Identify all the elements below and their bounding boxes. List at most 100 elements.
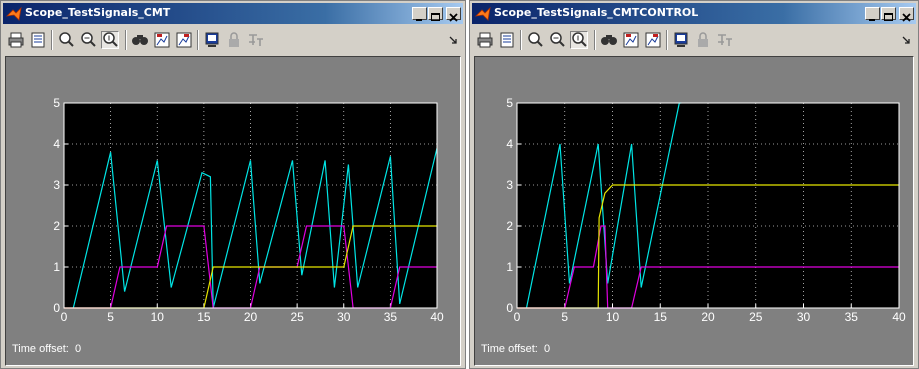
title-bar[interactable]: Scope_TestSignals_CMTCONTROL	[472, 3, 916, 24]
signal-selection-icon	[718, 34, 732, 46]
window-title: Scope_TestSignals_CMT	[25, 6, 171, 19]
y-tick-label: 4	[53, 137, 60, 151]
maximize-button[interactable]	[881, 7, 896, 21]
toolbar	[472, 26, 916, 54]
x-tick-label: 30	[797, 310, 811, 324]
minimize-button[interactable]	[412, 7, 427, 21]
x-tick-label: 35	[384, 310, 398, 324]
zoom-button[interactable]	[57, 31, 75, 49]
y-tick-label: 5	[506, 96, 513, 110]
print-button[interactable]	[476, 31, 494, 49]
scope-plot[interactable]: 0 5 10 15 20 25 30 35 40 0 1 2 3 4 5	[475, 57, 917, 369]
toolbar	[3, 26, 463, 54]
time-offset-value: 0	[543, 343, 551, 355]
close-button[interactable]	[899, 7, 914, 22]
save-axes-button[interactable]	[153, 31, 171, 49]
series-line-cyan	[72, 147, 438, 309]
axes-border	[63, 102, 438, 309]
toolbar-separator	[594, 30, 596, 50]
signal-selection-icon	[249, 34, 263, 46]
restore-axes-icon	[176, 32, 192, 48]
zoom-y-icon	[572, 32, 587, 47]
save-axes-button[interactable]	[622, 31, 640, 49]
y-tick-label: 2	[506, 219, 513, 233]
time-offset-readout: Time offset: 0	[481, 343, 550, 355]
zoom-x-icon	[81, 32, 96, 47]
parameters-button[interactable]	[29, 31, 47, 49]
close-icon	[902, 13, 911, 22]
x-tick-label: 15	[197, 310, 211, 324]
time-offset-readout: Time offset: 0	[12, 343, 81, 355]
maximize-icon	[884, 13, 893, 21]
toolbar-separator	[125, 30, 127, 50]
dock-arrow-icon	[902, 36, 910, 44]
x-tick-label: 5	[107, 310, 114, 324]
toolbar-separator	[520, 30, 522, 50]
scope-window-cmt: Scope_TestSignals_CMT	[0, 0, 466, 369]
floating-scope-button[interactable]	[203, 31, 221, 49]
y-tick-label: 0	[506, 301, 513, 315]
close-icon	[449, 13, 458, 22]
x-tick-label: 40	[892, 310, 906, 324]
lock-axes-icon	[698, 32, 708, 47]
x-tick-label: 25	[749, 310, 763, 324]
time-offset-value: 0	[74, 343, 82, 355]
parameters-button[interactable]	[498, 31, 516, 49]
toolbar-separator	[666, 30, 668, 50]
parameters-icon	[500, 32, 514, 48]
autoscale-icon	[132, 35, 148, 45]
x-tick-label: 20	[244, 310, 258, 324]
toolbar-separator	[197, 30, 199, 50]
signal-selection-button[interactable]	[247, 31, 265, 49]
x-tick-label: 10	[606, 310, 620, 324]
matlab-icon	[475, 6, 491, 21]
maximize-button[interactable]	[428, 7, 443, 21]
scope-plot[interactable]: 0 5 10 15 20 25 30 35 40 0 1 2 3 4 5	[6, 57, 464, 369]
scope-window-cmtcontrol: Scope_TestSignals_CMTCONTROL	[469, 0, 919, 369]
zoom-y-button[interactable]	[101, 31, 119, 49]
lock-axes-button[interactable]	[225, 31, 243, 49]
close-button[interactable]	[446, 7, 461, 22]
lock-axes-button[interactable]	[694, 31, 712, 49]
x-tick-label: 5	[561, 310, 568, 324]
x-tick-label: 20	[701, 310, 715, 324]
floating-scope-icon	[674, 32, 688, 47]
x-tick-label: 15	[654, 310, 668, 324]
autoscale-button[interactable]	[600, 31, 618, 49]
lock-axes-icon	[229, 32, 239, 47]
y-tick-label: 2	[53, 219, 60, 233]
title-bar[interactable]: Scope_TestSignals_CMT	[3, 3, 463, 24]
restore-axes-button[interactable]	[644, 31, 662, 49]
y-tick-label: 4	[506, 137, 513, 151]
restore-axes-icon	[645, 32, 661, 48]
zoom-x-button[interactable]	[79, 31, 97, 49]
time-offset-label: Time offset:	[481, 343, 538, 355]
matlab-icon	[6, 6, 22, 21]
minimize-icon	[416, 19, 422, 21]
autoscale-button[interactable]	[131, 31, 149, 49]
zoom-button[interactable]	[526, 31, 544, 49]
y-tick-label: 0	[53, 301, 60, 315]
print-icon	[477, 32, 493, 48]
y-tick-label: 1	[506, 260, 513, 274]
y-tick-label: 1	[53, 260, 60, 274]
x-tick-label: 40	[430, 310, 444, 324]
maximize-icon	[431, 13, 440, 21]
scope-axes-frame: 0 5 10 15 20 25 30 35 40 0 1 2 3 4 5 Time offset: 0	[474, 56, 914, 366]
zoom-x-button[interactable]	[548, 31, 566, 49]
toolbar-separator	[51, 30, 53, 50]
minimize-button[interactable]	[865, 7, 880, 21]
y-tick-label: 3	[506, 178, 513, 192]
signal-selection-button[interactable]	[716, 31, 734, 49]
dock-button[interactable]	[900, 31, 914, 49]
dock-button[interactable]	[447, 31, 461, 49]
y-tick-label: 3	[53, 178, 60, 192]
zoom-y-button[interactable]	[570, 31, 588, 49]
print-button[interactable]	[7, 31, 25, 49]
window-title: Scope_TestSignals_CMTCONTROL	[494, 6, 699, 19]
restore-axes-button[interactable]	[175, 31, 193, 49]
series-line-magenta	[517, 225, 899, 309]
floating-scope-button[interactable]	[672, 31, 690, 49]
scope-axes-frame: 0 5 10 15 20 25 30 35 40 0 1 2 3 4 5 Time offset: 0	[5, 56, 461, 366]
y-tick-label: 5	[53, 96, 60, 110]
